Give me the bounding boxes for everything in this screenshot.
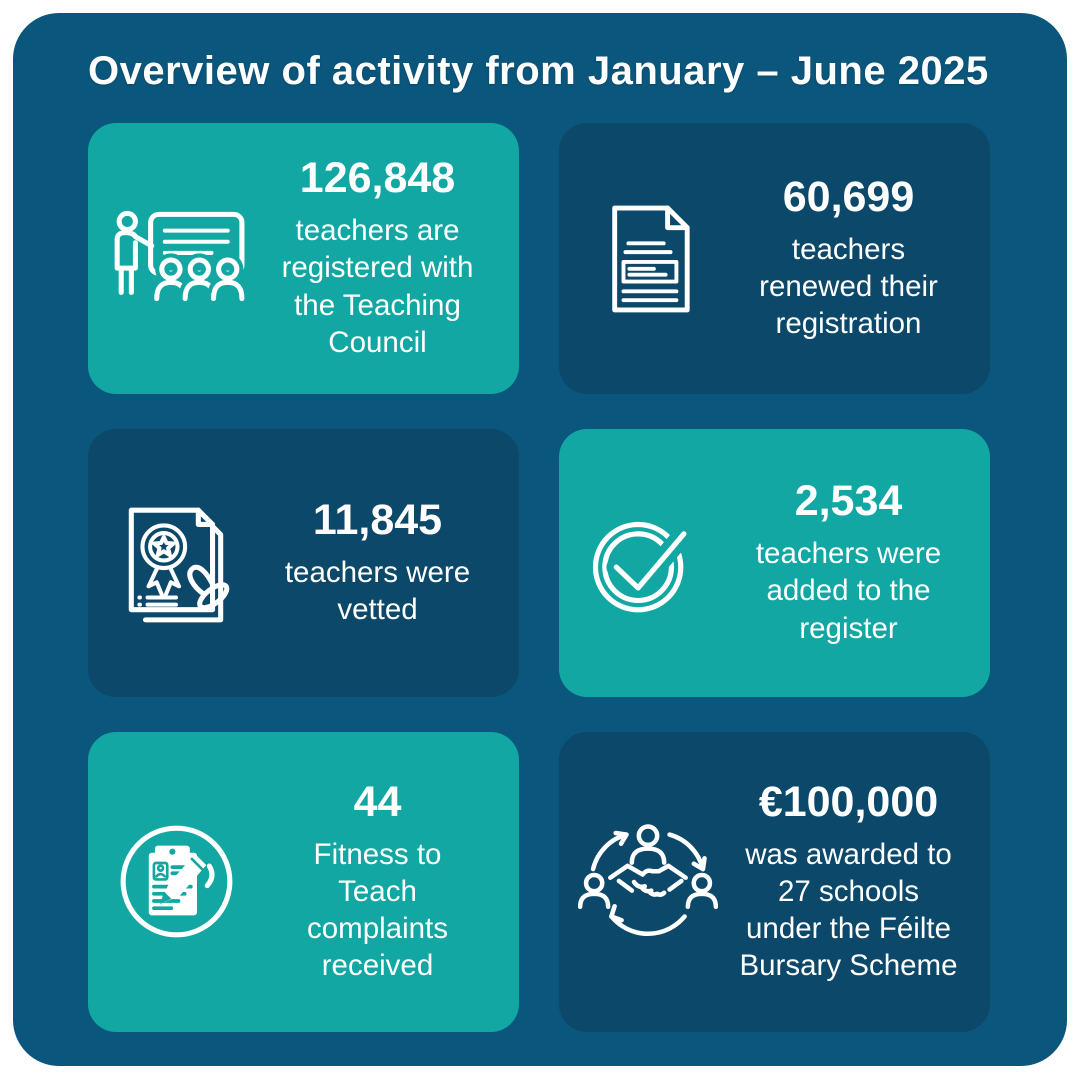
clipboard-pencil-icon bbox=[98, 823, 256, 941]
community-handshake-icon bbox=[569, 821, 727, 943]
page-title: Overview of activity from January – June… bbox=[88, 49, 989, 93]
stat-value: 11,845 bbox=[312, 495, 443, 544]
stat-card-added: 2,534 teachers were added to the registe… bbox=[559, 429, 990, 697]
stat-value: 126,848 bbox=[299, 154, 456, 203]
stat-card-complaints: 44 Fitness to Teach complaints received bbox=[88, 732, 519, 1032]
stat-description: Fitness to Teach complaints received bbox=[306, 837, 448, 983]
stat-description: teachers renewed their registration bbox=[759, 232, 938, 341]
check-circle-icon bbox=[569, 511, 727, 615]
stat-description: teachers were vetted bbox=[284, 555, 471, 627]
stat-value: €100,000 bbox=[758, 777, 939, 826]
stat-description: teachers are registered with the Teachin… bbox=[281, 214, 474, 359]
stat-value: 44 bbox=[353, 777, 402, 826]
presentation-audience-icon bbox=[98, 208, 256, 310]
stat-value: 2,534 bbox=[794, 477, 903, 526]
stat-card-registered: 126,848 teachers are registered with the… bbox=[88, 123, 519, 394]
document-icon bbox=[569, 200, 727, 318]
stat-description: was awarded to 27 schools under the Féil… bbox=[739, 837, 958, 983]
infographic-poster: Overview of activity from January – June… bbox=[13, 13, 1067, 1066]
stat-card-bursary: €100,000 was awarded to 27 schools under… bbox=[559, 732, 990, 1032]
stat-card-renewed: 60,699 teachers renewed their registrati… bbox=[559, 123, 990, 394]
stat-description: teachers were added to the register bbox=[755, 537, 942, 645]
stat-card-grid: 126,848 teachers are registered with the… bbox=[88, 123, 990, 1032]
stat-card-vetted: 11,845 teachers were vetted bbox=[88, 429, 519, 697]
stat-value: 60,699 bbox=[782, 172, 915, 221]
certificate-stamp-icon bbox=[98, 500, 256, 627]
